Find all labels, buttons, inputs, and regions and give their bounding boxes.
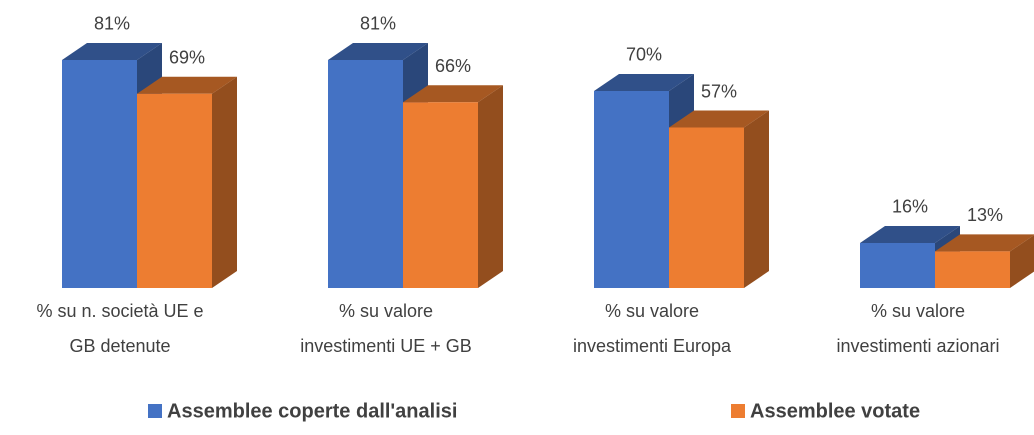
- bar-side: [212, 76, 237, 288]
- bar-top: [935, 234, 1034, 252]
- data-label: 66%: [435, 56, 471, 76]
- x-tick-label: % su valore: [339, 301, 433, 321]
- bar-top: [137, 76, 237, 94]
- bar: [137, 76, 237, 288]
- legend-label: Assemblee votate: [750, 400, 920, 422]
- x-tick-label: GB detenute: [69, 336, 170, 356]
- x-tick-label: investimenti Europa: [573, 336, 732, 356]
- bar-top: [594, 73, 694, 91]
- bar-front: [403, 102, 478, 289]
- bar-front: [62, 59, 137, 288]
- bar-top: [669, 110, 769, 128]
- bar: [669, 110, 769, 288]
- bar-front: [328, 59, 403, 288]
- bar-front: [594, 90, 669, 288]
- legend-swatch: [148, 404, 162, 418]
- data-label: 13%: [967, 205, 1003, 225]
- bar-top: [860, 225, 960, 243]
- data-label: 70%: [626, 45, 662, 65]
- data-label: 69%: [169, 48, 205, 68]
- x-tick-label: investimenti UE + GB: [300, 336, 472, 356]
- x-tick-label: % su valore: [871, 301, 965, 321]
- data-label: 81%: [360, 14, 396, 34]
- x-tick-label: investimenti azionari: [836, 336, 999, 356]
- x-tick-label: % su valore: [605, 301, 699, 321]
- bar-top: [328, 42, 428, 60]
- bar: [403, 85, 503, 289]
- data-label: 16%: [892, 197, 928, 217]
- bar-front: [669, 127, 744, 288]
- legend-swatch: [731, 404, 745, 418]
- bar: [935, 234, 1034, 288]
- bar-top: [62, 42, 162, 60]
- bar-front: [935, 251, 1010, 288]
- bar-side: [478, 85, 503, 289]
- data-label: 81%: [94, 14, 130, 34]
- bar-front: [137, 93, 212, 288]
- bar-top: [403, 85, 503, 103]
- bar-side: [1010, 235, 1034, 288]
- bar-side: [744, 110, 769, 288]
- legend-label: Assemblee coperte dall'analisi: [167, 400, 457, 422]
- bar-front: [860, 242, 935, 288]
- x-tick-label: % su n. società UE e: [36, 301, 203, 321]
- data-label: 57%: [701, 81, 737, 101]
